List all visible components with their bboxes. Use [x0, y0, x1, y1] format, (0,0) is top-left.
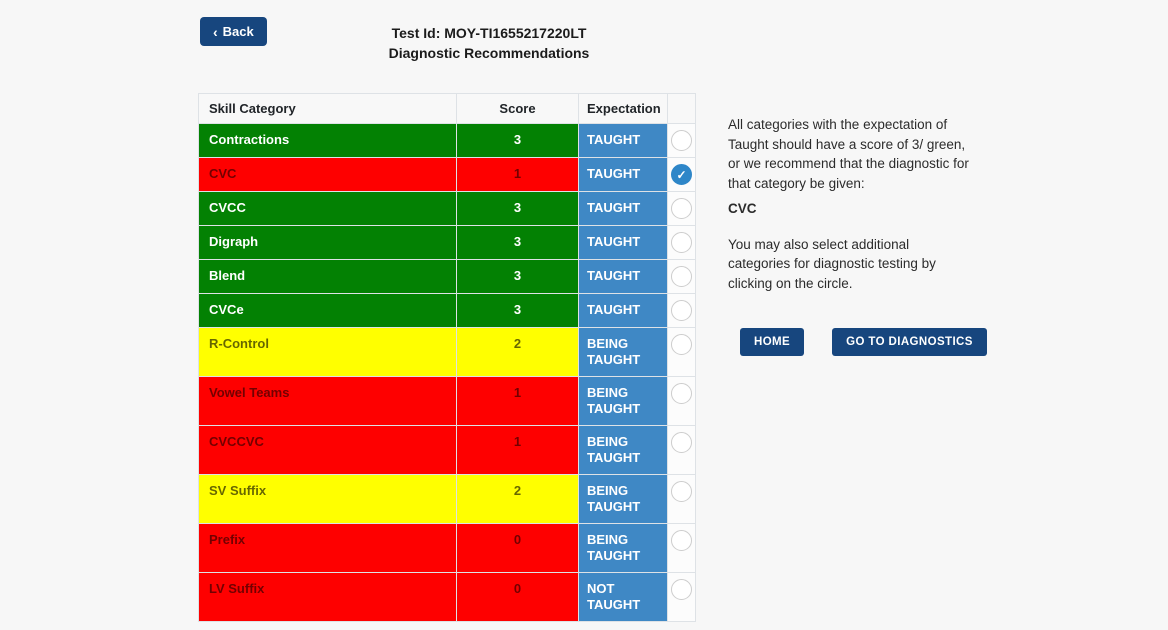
expectation-cell: TAUGHT — [579, 226, 668, 260]
score-cell: 0 — [457, 573, 579, 622]
score-cell: 3 — [457, 260, 579, 294]
score-cell: 0 — [457, 524, 579, 573]
top-bar: ‹ Back Test Id: MOY-TI1655217220LT Diagn… — [198, 17, 780, 93]
skill-category-cell: SV Suffix — [199, 475, 457, 524]
recommendation-text: All categories with the expectation of T… — [728, 115, 971, 193]
select-cell — [668, 426, 696, 475]
table-row: SV Suffix 2 BEING TAUGHT — [199, 475, 696, 524]
expectation-cell: BEING TAUGHT — [579, 475, 668, 524]
select-cell — [668, 524, 696, 573]
back-button[interactable]: ‹ Back — [200, 17, 267, 46]
select-circle[interactable] — [671, 232, 692, 253]
score-cell: 3 — [457, 294, 579, 328]
table-row: R-Control 2 BEING TAUGHT — [199, 328, 696, 377]
select-circle[interactable] — [671, 432, 692, 453]
table-row: Digraph 3 TAUGHT — [199, 226, 696, 260]
skill-category-cell: LV Suffix — [199, 573, 457, 622]
select-cell: ✓ — [668, 158, 696, 192]
table-row: CVCCVC 1 BEING TAUGHT — [199, 426, 696, 475]
table-row: Blend 3 TAUGHT — [199, 260, 696, 294]
column-header-expectation: Expectation — [579, 94, 668, 124]
select-cell — [668, 328, 696, 377]
test-id-title: Test Id: MOY-TI1655217220LT — [198, 23, 780, 43]
select-circle[interactable] — [671, 300, 692, 321]
content: Skill Category Score Expectation Contrac… — [198, 93, 780, 622]
select-cell — [668, 294, 696, 328]
skill-category-cell: Prefix — [199, 524, 457, 573]
expectation-cell: BEING TAUGHT — [579, 524, 668, 573]
select-circle[interactable] — [671, 266, 692, 287]
score-cell: 3 — [457, 124, 579, 158]
score-cell: 3 — [457, 192, 579, 226]
skill-category-cell: Contractions — [199, 124, 457, 158]
select-cell — [668, 124, 696, 158]
skill-category-cell: Vowel Teams — [199, 377, 457, 426]
select-circle[interactable] — [671, 198, 692, 219]
expectation-cell: TAUGHT — [579, 260, 668, 294]
select-cell — [668, 192, 696, 226]
skill-category-cell: Blend — [199, 260, 457, 294]
skills-table-wrap: Skill Category Score Expectation Contrac… — [198, 93, 695, 622]
score-cell: 1 — [457, 426, 579, 475]
expectation-cell: NOT TAUGHT — [579, 573, 668, 622]
page-container: ‹ Back Test Id: MOY-TI1655217220LT Diagn… — [0, 0, 780, 622]
action-buttons: HOME GO TO DIAGNOSTICS — [728, 328, 971, 356]
expectation-cell: BEING TAUGHT — [579, 426, 668, 475]
select-cell — [668, 573, 696, 622]
table-header-row: Skill Category Score Expectation — [199, 94, 696, 124]
table-row: Prefix 0 BEING TAUGHT — [199, 524, 696, 573]
expectation-cell: BEING TAUGHT — [579, 328, 668, 377]
select-circle[interactable] — [671, 579, 692, 600]
skill-category-cell: CVCCVC — [199, 426, 457, 475]
table-row: CVCC 3 TAUGHT — [199, 192, 696, 226]
select-cell — [668, 226, 696, 260]
back-button-label: Back — [223, 24, 254, 39]
table-row: LV Suffix 0 NOT TAUGHT — [199, 573, 696, 622]
score-cell: 1 — [457, 158, 579, 192]
score-cell: 3 — [457, 226, 579, 260]
table-row: Contractions 3 TAUGHT — [199, 124, 696, 158]
select-cell — [668, 475, 696, 524]
page-subtitle: Diagnostic Recommendations — [198, 43, 780, 63]
select-cell — [668, 260, 696, 294]
additional-instructions-text: You may also select additional categorie… — [728, 235, 971, 294]
table-row: CVC 1 TAUGHT ✓ — [199, 158, 696, 192]
expectation-cell: TAUGHT — [579, 294, 668, 328]
skill-category-cell: R-Control — [199, 328, 457, 377]
home-button[interactable]: HOME — [740, 328, 804, 356]
chevron-left-icon: ‹ — [213, 27, 218, 37]
score-cell: 1 — [457, 377, 579, 426]
recommended-category: CVC — [728, 199, 971, 219]
score-cell: 2 — [457, 475, 579, 524]
select-circle[interactable] — [671, 481, 692, 502]
expectation-cell: TAUGHT — [579, 192, 668, 226]
check-icon: ✓ — [676, 169, 686, 181]
skill-category-cell: CVCC — [199, 192, 457, 226]
skill-category-cell: CVCe — [199, 294, 457, 328]
select-circle[interactable] — [671, 334, 692, 355]
side-panel: All categories with the expectation of T… — [728, 93, 971, 356]
select-cell — [668, 377, 696, 426]
table-row: Vowel Teams 1 BEING TAUGHT — [199, 377, 696, 426]
select-circle[interactable] — [671, 383, 692, 404]
go-to-diagnostics-button[interactable]: GO TO DIAGNOSTICS — [832, 328, 987, 356]
column-header-skill-category: Skill Category — [199, 94, 457, 124]
skill-category-cell: Digraph — [199, 226, 457, 260]
score-cell: 2 — [457, 328, 579, 377]
expectation-cell: TAUGHT — [579, 124, 668, 158]
select-circle[interactable] — [671, 130, 692, 151]
select-circle[interactable] — [671, 530, 692, 551]
column-header-score: Score — [457, 94, 579, 124]
expectation-cell: BEING TAUGHT — [579, 377, 668, 426]
select-circle[interactable]: ✓ — [671, 164, 692, 185]
expectation-cell: TAUGHT — [579, 158, 668, 192]
skills-table: Skill Category Score Expectation Contrac… — [198, 93, 696, 622]
table-row: CVCe 3 TAUGHT — [199, 294, 696, 328]
skill-category-cell: CVC — [199, 158, 457, 192]
page-title: Test Id: MOY-TI1655217220LT Diagnostic R… — [198, 17, 780, 63]
column-header-select — [668, 94, 696, 124]
